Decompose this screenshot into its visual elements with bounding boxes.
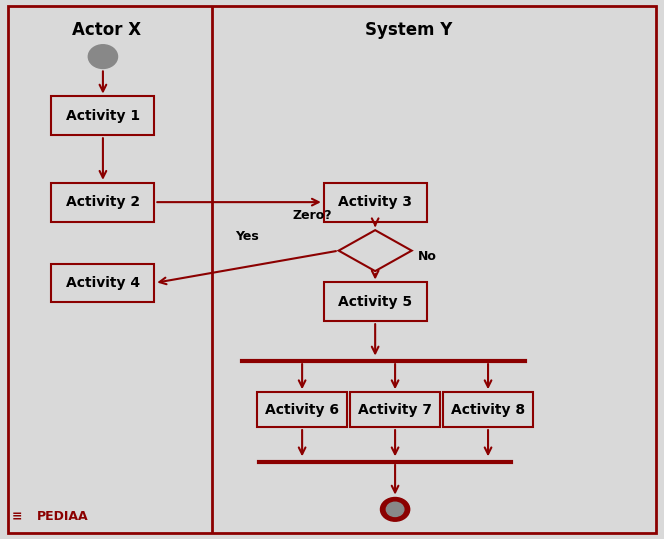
Text: Activity 1: Activity 1 <box>66 109 140 123</box>
Text: Activity 4: Activity 4 <box>66 276 140 290</box>
Text: Activity 3: Activity 3 <box>338 195 412 209</box>
Text: Activity 2: Activity 2 <box>66 195 140 209</box>
Text: Yes: Yes <box>234 230 258 243</box>
Polygon shape <box>339 230 412 271</box>
Text: ≡: ≡ <box>12 511 23 524</box>
Bar <box>323 282 426 321</box>
Circle shape <box>88 45 118 68</box>
Bar <box>257 392 347 427</box>
Text: Activity 6: Activity 6 <box>265 403 339 417</box>
Circle shape <box>380 497 410 521</box>
Bar <box>323 183 426 222</box>
Text: Activity 7: Activity 7 <box>358 403 432 417</box>
Bar <box>52 96 154 135</box>
Bar <box>443 392 533 427</box>
Bar <box>52 183 154 222</box>
Text: No: No <box>418 250 437 263</box>
Bar <box>52 264 154 302</box>
Text: Activity 5: Activity 5 <box>338 295 412 309</box>
Text: Zero?: Zero? <box>292 209 332 222</box>
Text: Actor X: Actor X <box>72 20 141 39</box>
Circle shape <box>386 502 404 516</box>
Text: System Y: System Y <box>365 20 452 39</box>
Text: PEDIAA: PEDIAA <box>37 510 88 523</box>
Bar <box>351 392 440 427</box>
Text: Activity 8: Activity 8 <box>451 403 525 417</box>
